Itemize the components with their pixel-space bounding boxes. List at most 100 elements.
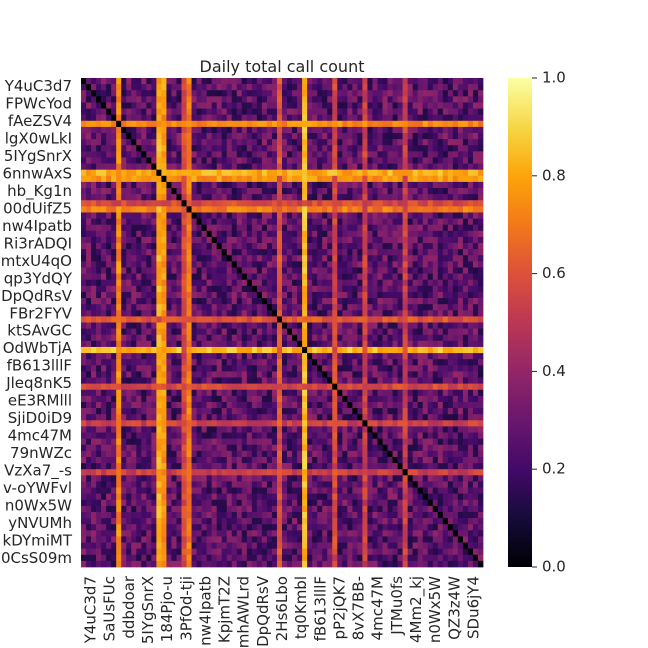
heatmap-cell: [312, 133, 318, 140]
heatmap-cell: [457, 157, 464, 164]
heatmap-cell: [442, 359, 449, 366]
heatmap-cell: [166, 243, 172, 250]
heatmap-cell: [86, 90, 92, 97]
heatmap-cell: [111, 157, 117, 164]
heatmap-cell: [412, 353, 419, 360]
heatmap-cell: [211, 108, 218, 116]
heatmap-cell: [126, 279, 132, 287]
heatmap-cell: [437, 334, 444, 342]
heatmap-cell: [111, 224, 117, 232]
heatmap-cell: [327, 102, 333, 109]
heatmap-cell: [256, 279, 263, 287]
heatmap-cell: [287, 249, 293, 256]
heatmap-cell: [402, 267, 408, 274]
heatmap-cell: [261, 120, 268, 128]
heatmap-cell: [251, 444, 258, 452]
heatmap-cell: [241, 450, 248, 458]
heatmap-cell: [186, 316, 192, 323]
heatmap-cell: [126, 377, 132, 384]
heatmap-cell: [302, 200, 308, 207]
heatmap-cell: [292, 230, 298, 238]
heatmap-cell: [467, 194, 474, 201]
heatmap-cell: [266, 395, 273, 403]
heatmap-cell: [206, 206, 213, 213]
heatmap-cell: [276, 151, 283, 158]
heatmap-cell: [382, 414, 388, 421]
heatmap-cell: [96, 383, 102, 391]
heatmap-cell: [201, 169, 207, 177]
heatmap-cell: [101, 377, 107, 384]
heatmap-cell: [101, 181, 107, 189]
heatmap-cell: [166, 126, 172, 134]
heatmap-cell: [297, 316, 303, 323]
heatmap-cell: [377, 408, 383, 415]
heatmap-cell: [106, 169, 112, 177]
heatmap-cell: [181, 255, 187, 262]
heatmap-cell: [251, 316, 258, 323]
heatmap-cell: [171, 102, 177, 109]
heatmap-cell: [86, 145, 92, 152]
heatmap-cell: [447, 291, 454, 299]
heatmap-cell: [327, 346, 333, 354]
heatmap-cell: [347, 334, 353, 342]
heatmap-cell: [337, 359, 343, 366]
heatmap-cell: [176, 426, 182, 433]
heatmap-cell: [362, 78, 368, 85]
heatmap-cell: [161, 353, 167, 360]
heatmap-cell: [407, 273, 414, 281]
heatmap-cell: [422, 96, 429, 103]
heatmap-cell: [141, 84, 147, 91]
heatmap-cell: [171, 243, 177, 250]
heatmap-cell: [216, 420, 223, 427]
heatmap-cell: [402, 114, 408, 122]
heatmap-cell: [266, 291, 273, 299]
heatmap-cell: [317, 102, 323, 109]
heatmap-cell: [472, 304, 479, 311]
heatmap-cell: [126, 383, 132, 391]
heatmap-cell: [462, 383, 469, 391]
heatmap-cell: [166, 102, 172, 109]
heatmap-cell: [422, 188, 429, 195]
heatmap-cell: [241, 169, 248, 177]
heatmap-cell: [352, 133, 358, 140]
heatmap-cell: [477, 194, 484, 201]
heatmap-cell: [322, 90, 328, 97]
heatmap-cell: [86, 133, 92, 140]
heatmap-cell: [261, 328, 268, 336]
heatmap-cell: [271, 102, 278, 109]
heatmap-cell: [367, 334, 373, 342]
heatmap-cell: [312, 108, 318, 116]
heatmap-cell: [362, 426, 368, 433]
heatmap-cell: [191, 90, 197, 97]
heatmap-cell: [251, 249, 258, 256]
heatmap-cell: [251, 365, 258, 372]
heatmap-cell: [246, 298, 253, 305]
heatmap-cell: [91, 389, 97, 397]
heatmap-cell: [191, 316, 197, 323]
heatmap-cell: [417, 261, 424, 268]
heatmap-cell: [211, 126, 218, 134]
heatmap-cell: [472, 285, 479, 293]
heatmap-cell: [131, 359, 137, 366]
heatmap-cell: [176, 340, 182, 348]
heatmap-cell: [362, 450, 368, 458]
heatmap-cell: [86, 126, 92, 134]
heatmap-cell: [417, 194, 424, 201]
heatmap-cell: [256, 328, 263, 336]
heatmap-cell: [307, 432, 313, 439]
heatmap-cell: [141, 267, 147, 274]
heatmap-cell: [276, 450, 283, 458]
heatmap-cell: [437, 389, 444, 397]
heatmap-cell: [211, 175, 218, 183]
heatmap-cell: [86, 322, 92, 329]
heatmap-cell: [181, 169, 187, 177]
heatmap-cell: [186, 285, 192, 293]
heatmap-cell: [116, 243, 122, 250]
heatmap-cell: [131, 304, 137, 311]
heatmap-cell: [342, 212, 348, 219]
heatmap-cell: [412, 273, 419, 281]
heatmap-cell: [221, 188, 228, 195]
heatmap-cell: [81, 200, 87, 207]
heatmap-cell: [287, 401, 293, 409]
heatmap-cell: [151, 133, 157, 140]
